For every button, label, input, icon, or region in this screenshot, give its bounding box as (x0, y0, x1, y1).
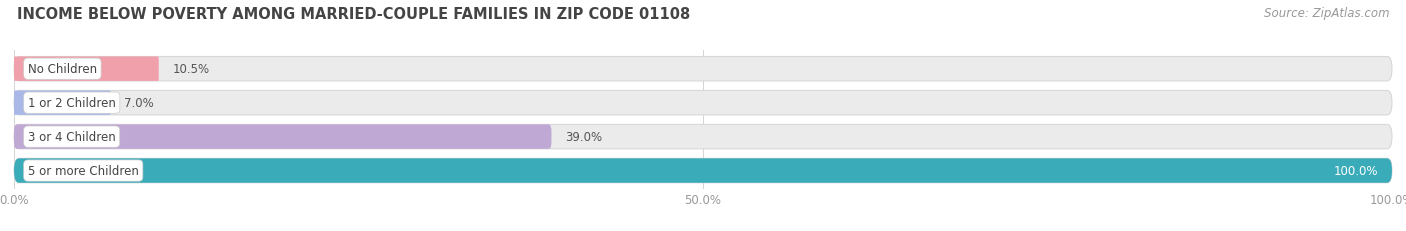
Text: 10.5%: 10.5% (173, 63, 209, 76)
FancyBboxPatch shape (14, 57, 159, 82)
FancyBboxPatch shape (14, 91, 111, 116)
FancyBboxPatch shape (14, 159, 1392, 183)
Text: 39.0%: 39.0% (565, 131, 602, 143)
Text: INCOME BELOW POVERTY AMONG MARRIED-COUPLE FAMILIES IN ZIP CODE 01108: INCOME BELOW POVERTY AMONG MARRIED-COUPL… (17, 7, 690, 22)
FancyBboxPatch shape (14, 125, 551, 149)
Text: No Children: No Children (28, 63, 97, 76)
Text: 3 or 4 Children: 3 or 4 Children (28, 131, 115, 143)
Text: 100.0%: 100.0% (1334, 164, 1378, 177)
FancyBboxPatch shape (14, 125, 1392, 149)
FancyBboxPatch shape (14, 91, 1392, 116)
Text: 1 or 2 Children: 1 or 2 Children (28, 97, 115, 110)
FancyBboxPatch shape (14, 159, 1392, 183)
Text: 5 or more Children: 5 or more Children (28, 164, 139, 177)
Text: Source: ZipAtlas.com: Source: ZipAtlas.com (1264, 7, 1389, 20)
FancyBboxPatch shape (14, 57, 1392, 82)
Text: 7.0%: 7.0% (124, 97, 155, 110)
